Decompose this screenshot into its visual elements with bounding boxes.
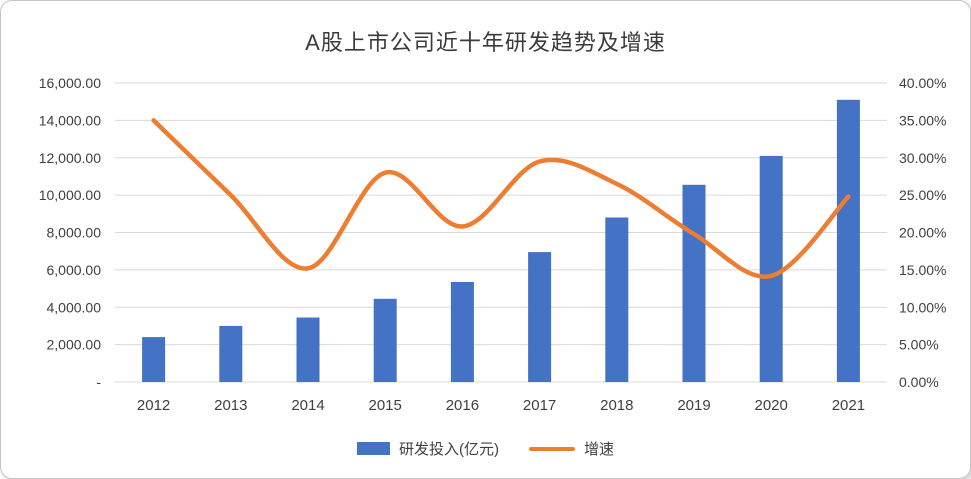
bar-2020 (759, 155, 783, 382)
left-axis-tick-label: 4,000.00 (47, 299, 102, 315)
right-axis-tick-label: 20.00% (899, 225, 946, 241)
left-axis-tick-label: 10,000.00 (39, 187, 101, 203)
x-axis-label: 2016 (446, 397, 479, 414)
bar-2021 (836, 99, 860, 383)
right-axis-tick-label: 40.00% (899, 75, 946, 91)
x-axis-label: 2021 (832, 397, 865, 414)
x-axis-label: 2013 (214, 397, 247, 414)
bar-2012 (142, 337, 166, 382)
right-axis-tick-label: 15.00% (899, 262, 946, 278)
left-axis-tick-label: 14,000.00 (39, 112, 101, 128)
bar-2019 (682, 184, 706, 382)
left-axis-tick-label: 8,000.00 (47, 225, 102, 241)
x-axis-label: 2020 (755, 397, 788, 414)
left-axis-tick-label: 6,000.00 (47, 262, 102, 278)
bar-2014 (296, 317, 320, 382)
chart-legend: 研发投入(亿元) 增速 (1, 438, 970, 459)
bar-2018 (605, 217, 629, 382)
right-axis-tick-label: 35.00% (899, 112, 946, 128)
left-axis-tick-label: - (96, 374, 101, 390)
chart-title: A股上市公司近十年研发趋势及增速 (305, 30, 666, 55)
bar-2015 (373, 298, 397, 382)
bar-2017 (528, 252, 552, 382)
right-axis-tick-label: 30.00% (899, 150, 946, 166)
left-axis-tick-label: 16,000.00 (39, 75, 101, 91)
x-axis-label: 2018 (600, 397, 633, 414)
bar-2013 (219, 325, 243, 382)
left-axis-tick-label: 12,000.00 (39, 150, 101, 166)
legend-bar-swatch-icon (356, 442, 390, 455)
right-axis-tick-label: 5.00% (899, 337, 939, 353)
x-axis-label: 2012 (137, 397, 170, 414)
left-axis-tick-label: 2,000.00 (47, 337, 102, 353)
bar-2016 (450, 282, 474, 382)
legend-line-label: 增速 (583, 441, 614, 458)
x-axis-label: 2017 (523, 397, 556, 414)
growth-line (151, 118, 851, 279)
legend-bar-label: 研发投入(亿元) (398, 441, 499, 458)
x-axis-label: 2019 (677, 397, 710, 414)
x-axis-label: 2015 (369, 397, 402, 414)
right-axis-tick-label: 25.00% (899, 187, 946, 203)
right-axis-tick-label: 0.00% (899, 374, 939, 390)
x-axis-label: 2014 (291, 397, 324, 414)
right-axis-tick-label: 10.00% (899, 299, 946, 315)
legend-line-swatch-icon (528, 446, 575, 451)
